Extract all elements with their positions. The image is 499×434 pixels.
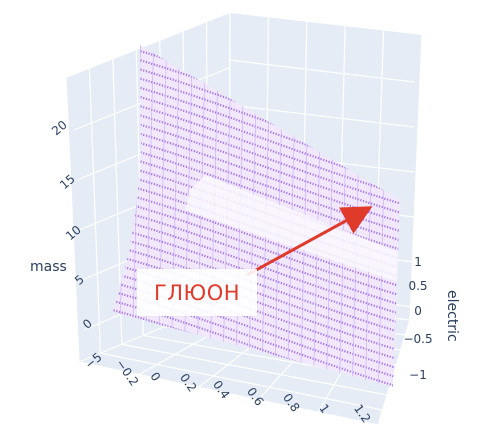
y-tick-label: −0.5 — [403, 332, 432, 346]
annotation-text: ГЛЮОН — [153, 280, 241, 305]
annotation-arrow — [246, 206, 373, 277]
surface-line — [112, 287, 400, 387]
gridline-z-right — [228, 104, 415, 128]
z-tick-label: 20 — [49, 118, 70, 139]
annotation-callout: ГЛЮОН — [137, 269, 257, 316]
y-tick-label: −1 — [409, 368, 427, 382]
gridline-floor-x — [121, 343, 388, 396]
z-axis-title: mass — [30, 259, 67, 275]
gridline-x-left — [65, 77, 80, 363]
surface-line — [112, 94, 400, 202]
surface-line — [112, 268, 400, 377]
surface-line — [112, 296, 400, 387]
gridline-y-right — [409, 34, 423, 321]
gridline-floor-y — [377, 319, 411, 426]
y-tick-label: 1 — [414, 255, 422, 269]
surface-line — [112, 213, 400, 321]
surface-line — [112, 121, 400, 229]
surface-line — [112, 140, 400, 248]
gridline-x-left — [88, 68, 102, 354]
gridline-z-right — [228, 59, 415, 83]
surface-line — [112, 103, 400, 211]
y-tick-label: 0 — [414, 304, 422, 318]
surface-line — [112, 112, 400, 220]
surface-highlight-band — [185, 175, 400, 282]
surface-line — [112, 130, 400, 239]
gridline-floor-x — [78, 361, 379, 426]
y-axis-title: electric — [444, 290, 460, 342]
surface-line — [112, 204, 400, 312]
surface-line — [112, 195, 400, 303]
gridline-floor-x — [100, 352, 383, 411]
surface-line — [112, 278, 400, 386]
y-tick-label: 0.5 — [408, 279, 427, 293]
